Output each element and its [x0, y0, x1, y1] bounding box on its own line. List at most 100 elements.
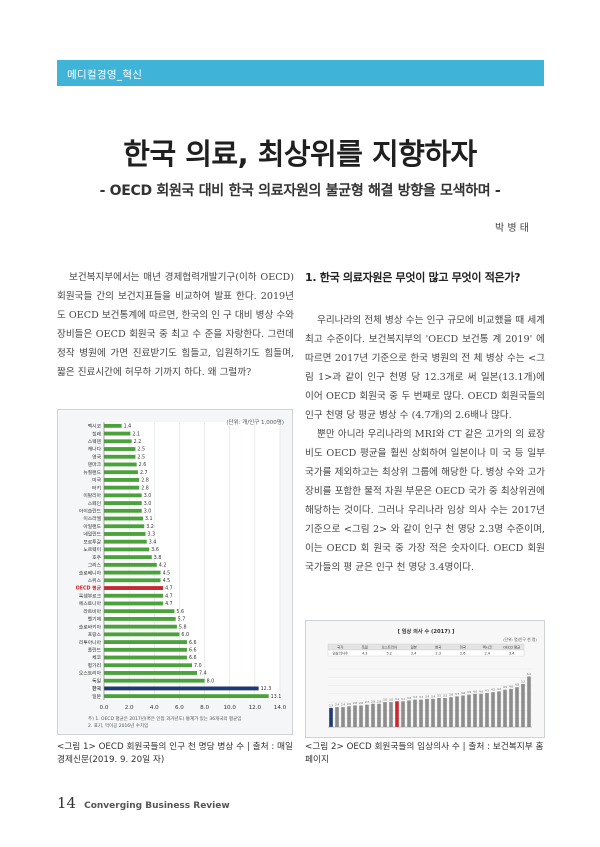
bar [425, 698, 429, 727]
bar-value-label: 7.0 [194, 663, 202, 669]
category-label: 한국 [92, 685, 101, 692]
bar-value-label: 3.0 [389, 698, 393, 702]
x-tick-label: 0.0 [100, 705, 109, 711]
text-line: OECD) 회원국들 간의 보건지표들을 비교하여 발표 [57, 272, 294, 302]
x-tick-label: 4.0 [150, 705, 159, 711]
text-line: 기까지 하다. 왜 그럴까? [154, 367, 252, 378]
bar-value-label: 2.4 [341, 703, 345, 707]
text-line: 국 등 일부 국가를 제외하고는 최상위 그룹에 해당한 [305, 448, 545, 478]
text-line: 써 일본(13.1개)에 이어 OECD 회원국 중 두 번째로 [305, 372, 545, 402]
bar-value-label: 2.6 [359, 701, 363, 705]
category-label: 오스트리아 [79, 670, 102, 677]
bar-value-label: 3.3 [413, 695, 417, 699]
bar-value-label: 3.2 [146, 524, 154, 530]
category-label: 슬로베니아 [79, 569, 102, 576]
text-line: 계 2019' 에 따르면 2017년 기준으로 한국 병원의 전 [305, 334, 545, 364]
figure-2-caption: <그림 2> OECD 회원국들의 임상의사 수 | 출처 : 보건복지부 홈페… [305, 742, 544, 765]
category-label: 미국 [92, 477, 101, 484]
figure-2-clinical-doctors-chart: [ 임상 의사 수 (2017) ] (단위: 명/인구 천 명) 국가 독일 오스트리… [305, 620, 545, 738]
bar [104, 532, 146, 536]
bar [329, 707, 333, 727]
bar [104, 562, 157, 567]
category-label: 아이슬란드 [79, 508, 102, 515]
table-header-cell: 멕시코 [483, 645, 492, 650]
category-label: 네덜란드 [83, 531, 101, 538]
bar-value-label: 4.5 [163, 570, 171, 576]
category-label: 그리스 [88, 562, 102, 569]
bar-value-label: 3.0 [383, 698, 387, 702]
category-label: 터키 [92, 484, 101, 491]
table-value-cell: 3.4 [509, 652, 514, 656]
category-label: 체코 [92, 654, 101, 661]
bar [104, 508, 142, 513]
category-label: 룩셈부르크 [79, 592, 102, 599]
bar [104, 655, 187, 660]
bar-value-label: 13.1 [271, 694, 282, 700]
bar-value-label: 3.7 [455, 692, 459, 696]
category-label: 에스토니아 [79, 600, 102, 607]
bar [104, 524, 145, 529]
table-value-cell: 2.3 [436, 652, 441, 656]
bar [413, 699, 417, 727]
bar-value-label: 5.8 [179, 624, 187, 630]
table-row-label: 임상의사수 [332, 651, 348, 656]
author-name: 박 병 태 [495, 223, 529, 234]
bar [104, 624, 177, 629]
bar-value-label: 2.7 [365, 700, 369, 704]
journal-name: Converging Business Review [84, 801, 230, 811]
bar [104, 570, 161, 575]
bar-value-label: 5.7 [178, 617, 186, 623]
bar [443, 698, 447, 727]
figure-1-caption: <그림 1> OECD 회원국들의 인구 천 명당 병상 수 | 출처 : 매일… [57, 742, 294, 765]
figure-1-hospital-beds-chart: 0.0 2.0 4.0 6.0 8.0 10.0 12.0 14.0 멕시코 1.4 칠레 2.1 스웨… [57, 409, 293, 735]
category-label: 리투아니아 [79, 639, 102, 646]
bar-value-label: 6.1 [527, 672, 531, 676]
category-label: 캐나다 [88, 446, 102, 453]
text-line: 힘들고, 입원하기도 힘들며, 짧은 진료시간에 허무하 [57, 348, 294, 378]
bar-value-label: 3.0 [144, 501, 152, 507]
bar-value-label: 3.6 [449, 693, 453, 697]
bar-value-label: 4.2 [491, 688, 495, 692]
bar [104, 485, 140, 490]
chart-unit-label: (단위: 개/인구 1,000명) [226, 420, 284, 426]
bar-value-label: 5.2 [521, 679, 525, 683]
bar-value-label: 3.0 [144, 509, 152, 515]
chart-unit-label: (단위: 명/인구 천 명) [503, 637, 537, 642]
category-label: 노르웨이 [83, 546, 101, 553]
bar [395, 701, 399, 727]
bar [479, 693, 483, 727]
bar [104, 609, 175, 614]
footnote-line: 2. 표기, 먹이공 2016년 수치임 [88, 724, 149, 729]
bar [104, 678, 205, 683]
chart-footnote: 주) 1. OECD 평균은 2017년(혹은 인접 과거년도) 통계가 있는 … [88, 716, 241, 730]
bar-value-label: 2.3 [329, 703, 333, 707]
text-line: 때 세계 최고 수준이다. 보건복지부의 'OECD 보건통 [305, 315, 545, 345]
bar-value-label: 2.4 [335, 703, 339, 707]
page-footer: 14 Converging Business Review [57, 794, 230, 812]
bar [437, 698, 441, 727]
bar-value-label: 3.3 [147, 532, 155, 538]
bar [104, 647, 187, 652]
bar [104, 447, 136, 451]
bar-value-label: 2.5 [137, 447, 145, 453]
article-subtitle: - OECD 회원국 대비 한국 의료자원의 불균형 해결 방향을 모색하며 - [99, 183, 501, 199]
bar-value-label: 3.6 [151, 547, 159, 553]
text-line: 우리나라의 전체 병상 수는 인구 규모에 비교했을 [317, 315, 513, 326]
category-label: 호주 [92, 555, 101, 561]
text-line: 한다. 2019년도 OECD 보건통계에 따르면, 한국의 인 [57, 291, 294, 321]
bar-value-label: 4.2 [159, 563, 167, 569]
category-label: 이스라엘 [83, 515, 101, 522]
bar-value-label: 3.1 [395, 697, 399, 701]
category-label: 일본 [92, 693, 101, 700]
bar [431, 698, 435, 727]
bar-value-label: 2.7 [140, 470, 148, 476]
bar [455, 696, 459, 727]
bar-value-label: 4.0 [473, 689, 477, 693]
bar [104, 439, 132, 444]
text-line: 보건복지부에서는 매년 경제협력개발기구(이하 [69, 272, 257, 283]
bar-value-label: 2.5 [137, 454, 145, 460]
body-paragraph: 뿐만 아니라 우리나라의 MRI와 CT 같은 고가의 의 료장비도 OECD … [305, 425, 545, 577]
bar [104, 694, 269, 699]
article-title: 한국 의료, 최상위를 지향하자 [123, 137, 477, 171]
bar-value-label: 3.4 [431, 694, 435, 698]
